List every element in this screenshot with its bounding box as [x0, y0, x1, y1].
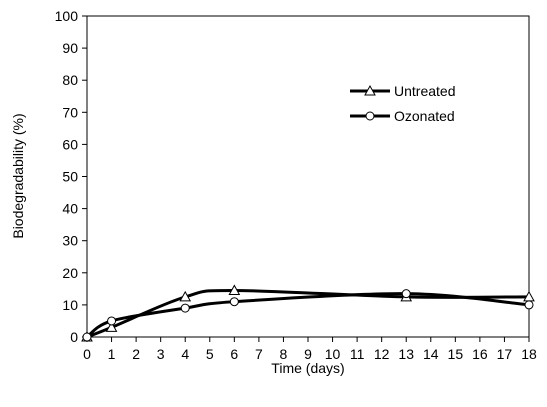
x-tick-label: 14: [423, 346, 439, 362]
y-axis-title: Biodegradability (%): [10, 113, 26, 238]
series-line: [86, 292, 530, 339]
x-tick-label: 9: [304, 346, 312, 362]
legend-marker-circle: [365, 111, 375, 121]
x-tick-label: 7: [255, 346, 263, 362]
data-point-circle: [524, 300, 534, 310]
y-tick-label: 20: [62, 265, 78, 281]
legend: Untreated Ozonated: [350, 83, 455, 124]
x-tick-label: 8: [280, 346, 288, 362]
x-tick-label: 11: [350, 346, 365, 362]
y-axis-ticks: 0 10 20 30 40 50 60 70 80 90 100: [55, 8, 87, 345]
x-tick-label: 17: [497, 346, 513, 362]
series-ozonated: [82, 289, 534, 342]
legend-label: Untreated: [394, 83, 455, 99]
x-tick-label: 10: [325, 346, 341, 362]
x-tick-label: 15: [448, 346, 464, 362]
y-tick-label: 50: [62, 169, 78, 185]
x-tick-label: 2: [132, 346, 140, 362]
x-tick-label: 5: [206, 346, 214, 362]
data-point-triangle: [228, 284, 241, 295]
legend-label: Ozonated: [394, 108, 455, 124]
data-point-circle: [180, 303, 190, 313]
legend-item-ozonated: Ozonated: [350, 108, 455, 124]
x-tick-label: 3: [157, 346, 165, 362]
x-tick-label: 13: [398, 346, 414, 362]
x-tick-label: 6: [230, 346, 238, 362]
x-tick-label: 16: [472, 346, 488, 362]
y-tick-label: 0: [70, 329, 78, 345]
data-point-circle: [82, 332, 92, 342]
y-tick-label: 60: [62, 136, 78, 152]
legend-item-untreated: Untreated: [350, 83, 455, 99]
data-point-circle: [107, 316, 117, 326]
data-point-triangle: [105, 321, 118, 332]
legend-marker-triangle: [364, 84, 376, 96]
x-tick-label: 1: [108, 346, 116, 362]
data-point-circle: [229, 297, 239, 307]
x-tick-label: 0: [83, 346, 91, 362]
series-layer: [81, 284, 535, 342]
y-tick-label: 30: [62, 233, 78, 249]
x-axis-title: Time (days): [271, 360, 344, 376]
x-tick-label: 4: [181, 346, 189, 362]
x-tick-label: 18: [521, 346, 537, 362]
y-tick-label: 80: [62, 72, 78, 88]
y-tick-label: 10: [62, 297, 78, 313]
y-tick-label: 90: [62, 40, 78, 56]
plot-area-frame: [86, 15, 530, 338]
data-point-triangle: [179, 290, 192, 302]
y-tick-label: 70: [62, 104, 78, 120]
x-tick-label: 12: [374, 346, 390, 362]
y-tick-label: 40: [62, 201, 78, 217]
x-axis-ticks: 0 1 2 3 4 5 6 7 8 9 10 11 12 13 14 15 16 17 18: [83, 337, 537, 362]
data-point-circle: [401, 289, 411, 299]
y-tick-label: 100: [55, 8, 79, 24]
